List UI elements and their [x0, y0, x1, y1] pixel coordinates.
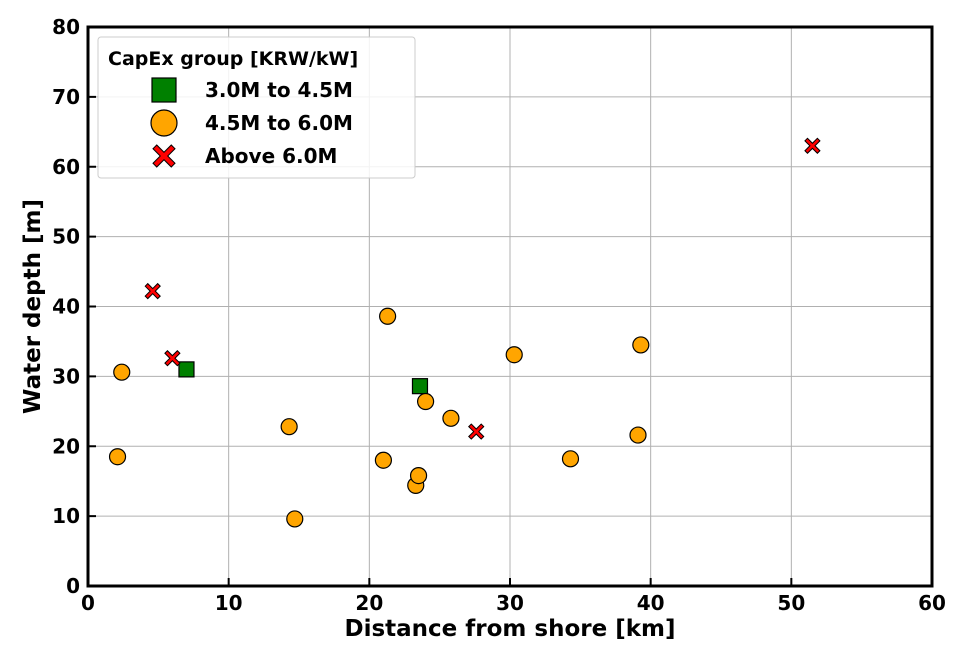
legend-box — [97, 36, 416, 179]
x-tick-label: 20 — [355, 591, 383, 615]
circle-data-point — [561, 450, 580, 468]
x-tick-label: 30 — [496, 591, 524, 615]
y-tick-label: 40 — [52, 295, 80, 319]
x-data-point — [804, 137, 821, 154]
legend-marker-square — [151, 77, 177, 103]
circle-data-point — [442, 409, 460, 427]
tick-labels: 0 10 20 30 40 50 60 0 10 20 30 40 50 60 70 80 — [52, 15, 946, 615]
legend-title: CapEx group [KRW/kW] — [108, 48, 358, 70]
circle-data-point — [286, 510, 304, 528]
y-tick-label: 30 — [52, 364, 80, 388]
x-data-point — [164, 350, 181, 367]
plot-frame — [86, 25, 934, 588]
legend-marker-x — [152, 144, 176, 168]
circle-data-point — [629, 426, 647, 444]
circle-data-point — [113, 363, 131, 381]
circle-data-point — [632, 336, 650, 354]
circle-data-point — [379, 307, 397, 325]
data-points — [108, 137, 821, 528]
x-data-point — [468, 423, 485, 440]
y-tick-label: 80 — [52, 15, 80, 39]
legend: CapEx group [KRW/kW] 3.0M to 4.5M 4.5M to… — [97, 36, 416, 179]
y-tick-label: 10 — [52, 504, 80, 528]
circle-data-point — [108, 448, 127, 466]
y-tick-label: 60 — [52, 155, 80, 179]
legend-label: Above 6.0M — [205, 144, 337, 168]
x-tick-label: 60 — [918, 591, 946, 615]
y-tick-label: 0 — [66, 574, 80, 598]
x-tick-label: 50 — [777, 591, 805, 615]
y-axis-label: Water depth [m] — [20, 199, 46, 414]
circle-data-point — [374, 451, 392, 469]
grid — [87, 26, 933, 587]
x-tick-label: 10 — [215, 591, 243, 615]
circle-data-point — [409, 466, 428, 485]
y-tick-label: 20 — [52, 434, 80, 458]
square-data-point — [411, 378, 429, 395]
x-data-point — [144, 282, 161, 300]
circle-data-point — [505, 346, 523, 364]
x-tick-label: 0 — [81, 591, 95, 615]
square-data-point — [178, 361, 195, 378]
circle-data-point — [417, 392, 435, 411]
legend-entries: 3.0M to 4.5M 4.5M to 6.0M Above 6.0M — [150, 77, 353, 168]
circle-data-point — [280, 418, 298, 436]
legend-marker-circle — [150, 109, 178, 137]
y-tick-label: 50 — [52, 225, 80, 249]
y-tick-label: 70 — [52, 85, 80, 109]
x-axis-label: Distance from shore [km] — [344, 616, 675, 642]
legend-label: 3.0M to 4.5M — [205, 78, 353, 102]
legend-label: 4.5M to 6.0M — [205, 111, 353, 135]
x-tick-label: 40 — [637, 591, 665, 615]
